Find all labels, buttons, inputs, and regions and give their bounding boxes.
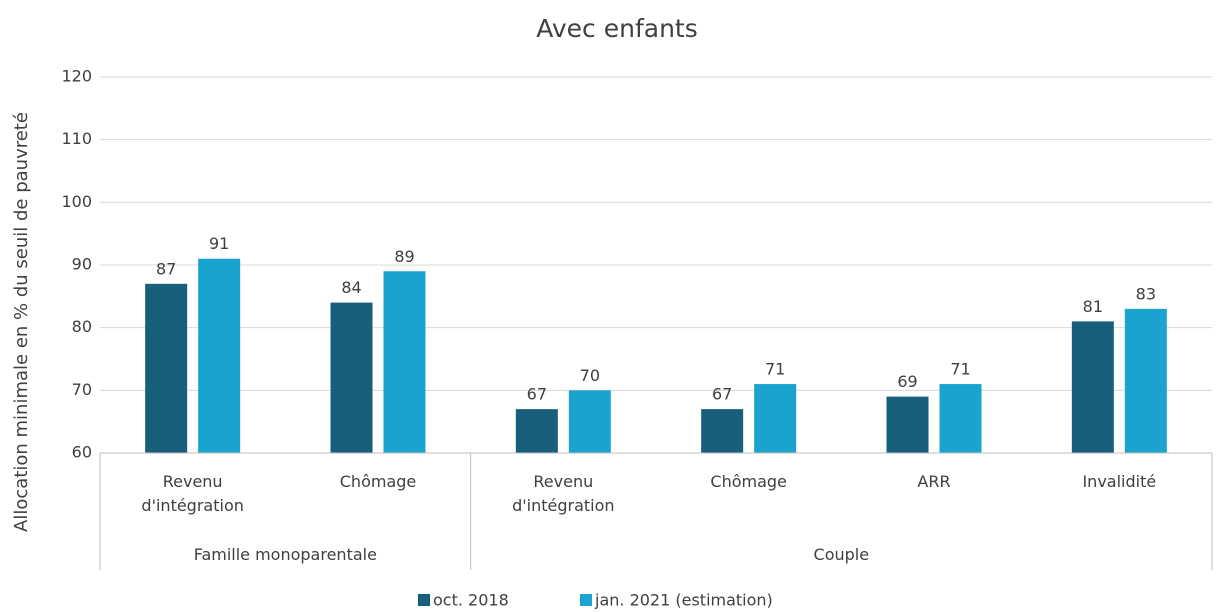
- legend-swatch: [418, 594, 430, 606]
- bar: [886, 396, 929, 453]
- bar: [198, 258, 241, 453]
- bar: [1071, 321, 1114, 453]
- x-tick-label: Chômage: [710, 472, 787, 491]
- bar: [383, 271, 426, 453]
- group-label: Couple: [813, 545, 870, 564]
- bar: [939, 384, 982, 453]
- y-axis-title: Allocation minimale en % du seuil de pau…: [11, 112, 32, 532]
- y-tick-label: 70: [72, 380, 92, 399]
- bar: [1124, 308, 1167, 453]
- data-label: 70: [580, 366, 600, 385]
- x-tick-label: Revenu d'intégration: [141, 472, 244, 515]
- y-tick-label: 120: [61, 67, 92, 86]
- legend-label: jan. 2021 (estimation): [594, 591, 773, 610]
- group-label: Famille monoparentale: [193, 545, 377, 564]
- x-tick-label: ARR: [917, 472, 951, 491]
- data-label: 84: [341, 278, 361, 297]
- x-tick-label: Chômage: [339, 472, 417, 491]
- bar: [330, 302, 373, 453]
- data-label: 69: [897, 372, 917, 391]
- data-label: 71: [765, 360, 785, 379]
- bar: [568, 390, 611, 453]
- legend-swatch: [580, 594, 592, 606]
- data-label: 91: [209, 234, 229, 253]
- bar: [701, 409, 744, 453]
- data-label: 67: [527, 385, 547, 404]
- data-label: 67: [712, 385, 732, 404]
- y-tick-label: 110: [61, 129, 92, 148]
- data-label: 81: [1083, 297, 1103, 316]
- y-tick-label: 60: [72, 443, 92, 462]
- x-tick-label: Revenu d'intégration: [512, 472, 615, 515]
- data-label: 71: [950, 360, 970, 379]
- y-tick-label: 80: [72, 317, 92, 336]
- data-label: 89: [394, 247, 414, 266]
- bar: [754, 384, 797, 453]
- data-label: 83: [1136, 284, 1156, 303]
- bar: [515, 409, 558, 453]
- data-label: 87: [156, 259, 176, 278]
- y-tick-label: 100: [61, 192, 92, 211]
- chart-title: Avec enfants: [536, 14, 698, 43]
- legend-label: oct. 2018: [433, 591, 509, 610]
- bar: [145, 283, 188, 453]
- x-tick-label: Invalidité: [1082, 472, 1157, 491]
- y-tick-label: 90: [72, 255, 92, 274]
